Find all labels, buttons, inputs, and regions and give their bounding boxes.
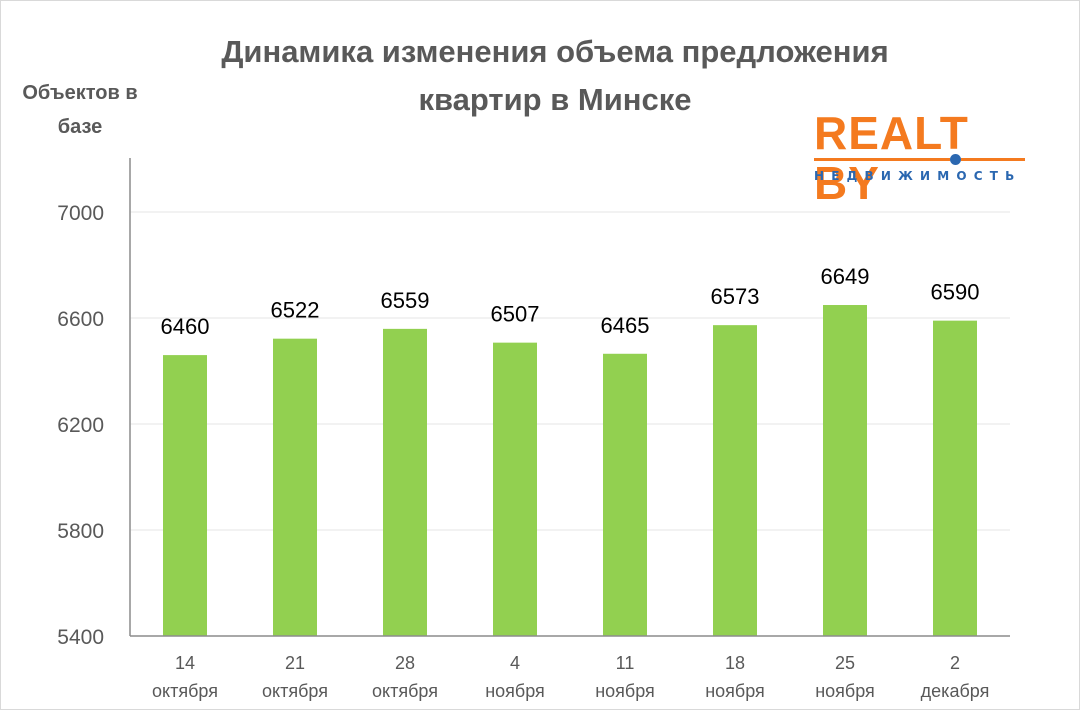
labels: 5400 5800 6200 6600 7000 6460 14 октября 6522 21 о…	[57, 202, 989, 701]
realt-by-logo: REALT BY НЕДВИЖИМОСТЬ	[808, 108, 1033, 208]
x-tick-label-month: декабря	[921, 681, 990, 701]
x-tick-label-day: 28	[395, 653, 415, 673]
y-axis-label: Объектов в базе	[0, 76, 160, 144]
x-tick-label-month: ноября	[705, 681, 765, 701]
data-label: 6649	[821, 264, 870, 289]
x-tick-label-month: октября	[372, 681, 438, 701]
bar	[383, 328, 427, 636]
data-label: 6507	[491, 302, 540, 327]
data-label: 6465	[601, 313, 650, 338]
logo-brand-text: REALT BY	[814, 107, 969, 209]
bar	[713, 325, 757, 636]
x-tick-label-day: 2	[950, 653, 960, 673]
bars	[163, 305, 977, 636]
bar	[493, 342, 537, 636]
chart-title-line-2: квартир в Минске	[418, 82, 692, 117]
data-label: 6559	[381, 288, 430, 313]
y-tick-label: 6600	[57, 308, 104, 331]
x-tick-label-day: 25	[835, 653, 855, 673]
x-tick-label-month: ноября	[815, 681, 875, 701]
logo-underline-left	[814, 158, 950, 161]
logo-underline-right	[961, 158, 1025, 161]
bar	[933, 320, 977, 636]
y-axis-label-line-2: базе	[57, 116, 103, 138]
data-label: 6460	[161, 314, 210, 339]
logo-tagline: НЕДВИЖИМОСТЬ	[814, 169, 1022, 183]
x-tick-label-month: ноября	[485, 681, 545, 701]
axes	[129, 158, 1010, 637]
y-tick-label: 5400	[57, 626, 104, 649]
x-tick-label-month: ноября	[595, 681, 655, 701]
bar	[603, 353, 647, 636]
grid-lines	[130, 211, 1010, 531]
data-label: 6573	[711, 284, 760, 309]
x-tick-label-day: 18	[725, 653, 745, 673]
y-tick-label: 6200	[57, 414, 104, 437]
bar	[273, 338, 317, 636]
y-tick-label: 7000	[57, 202, 104, 225]
y-axis-label-line-1: Объектов в	[22, 82, 138, 104]
bar	[163, 355, 207, 636]
x-tick-label-day: 11	[616, 653, 635, 673]
x-tick-label-month: октября	[262, 681, 328, 701]
data-label: 6590	[931, 280, 980, 305]
y-tick-label: 5800	[57, 520, 104, 543]
data-label: 6522	[271, 298, 320, 323]
x-tick-label-month: октября	[152, 681, 218, 701]
chart-title-line-1: Динамика изменения объема предложения	[221, 34, 889, 69]
x-tick-label-day: 21	[285, 653, 305, 673]
chart-title: Динамика изменения объема предложения кв…	[120, 28, 990, 124]
x-tick-label-day: 14	[175, 653, 195, 673]
x-tick-label-day: 4	[510, 653, 520, 673]
bar	[823, 305, 867, 636]
logo-dot-icon	[950, 154, 961, 165]
